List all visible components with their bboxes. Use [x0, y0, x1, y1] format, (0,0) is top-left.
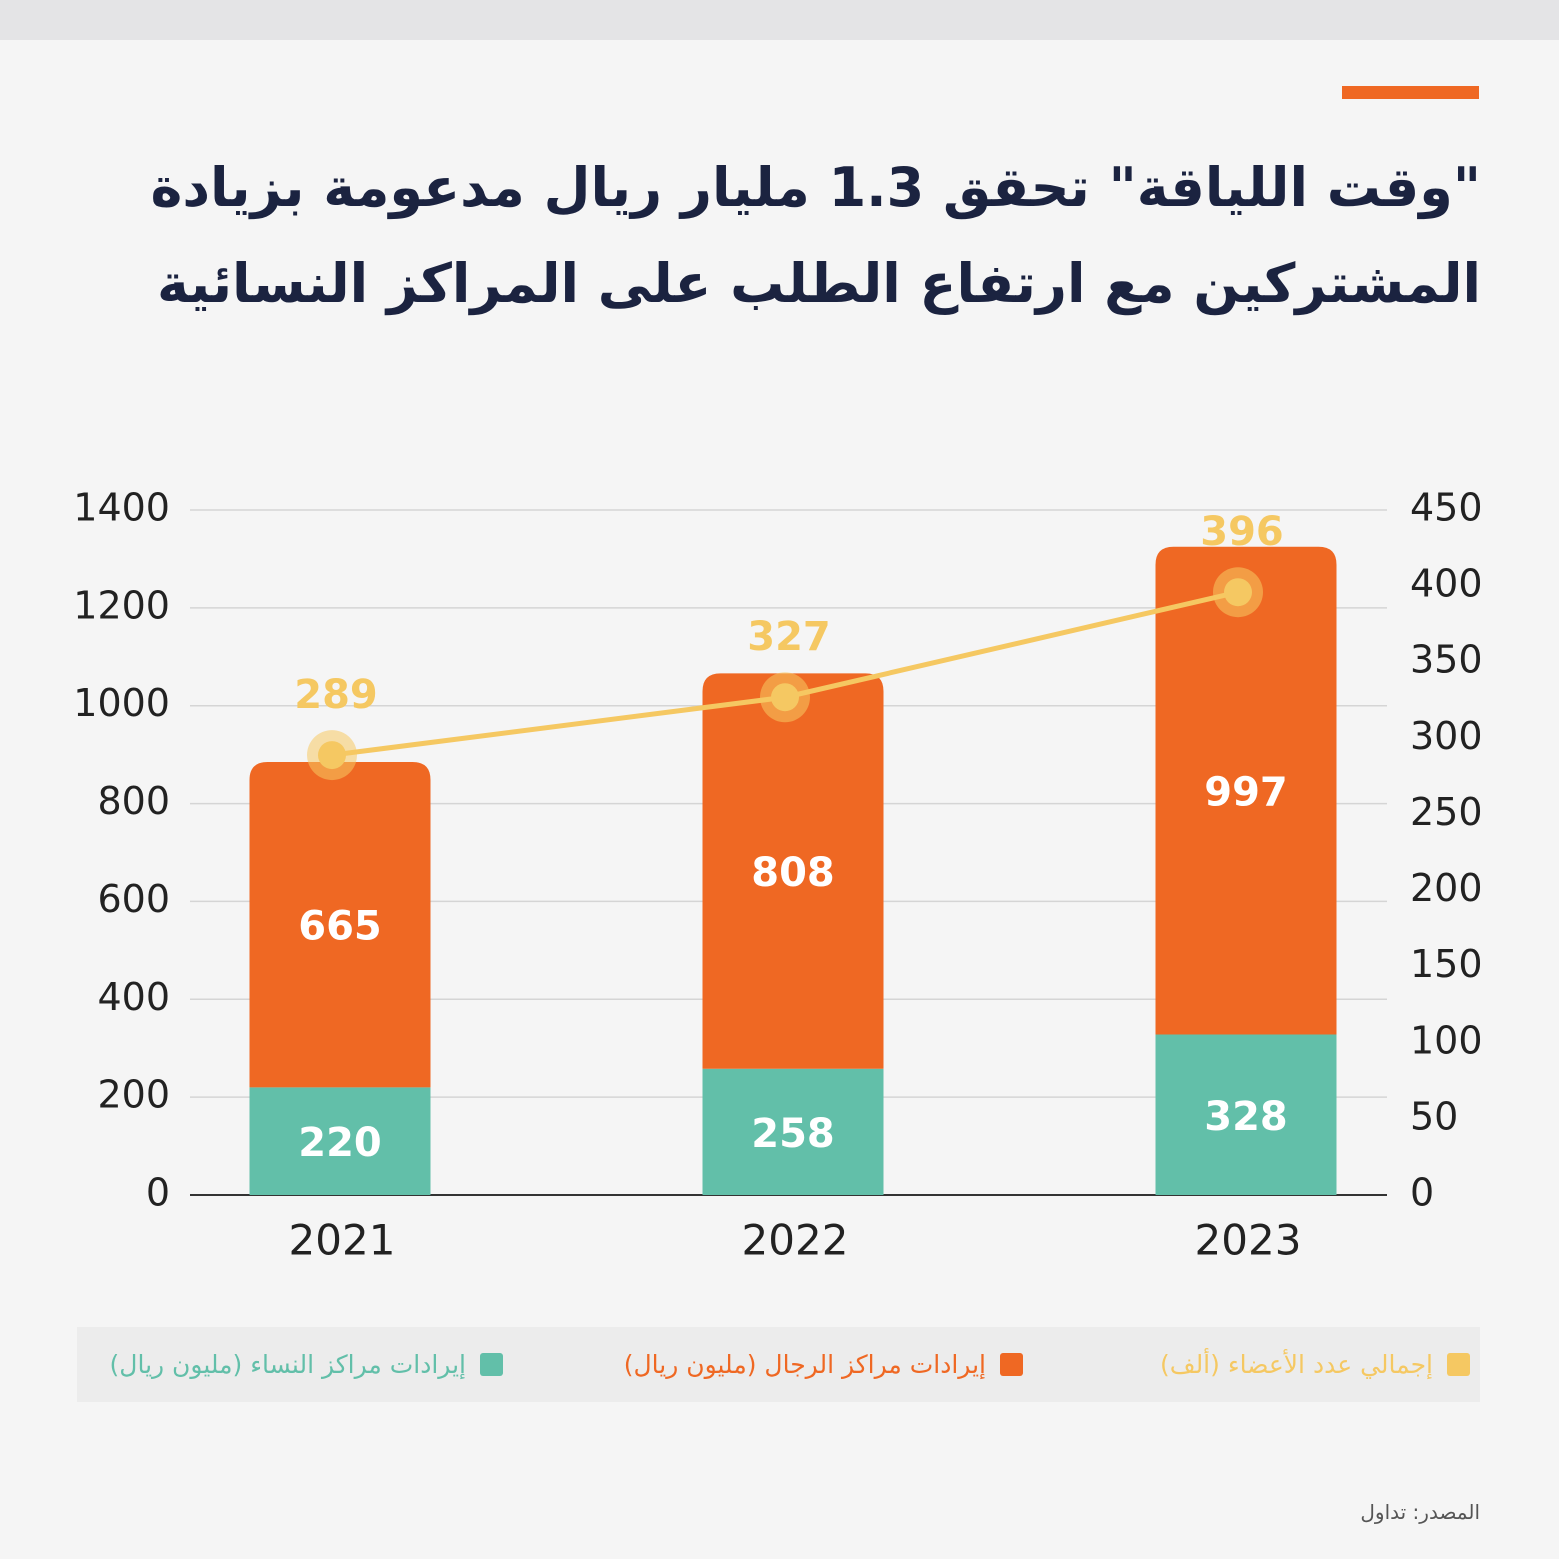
legend-item: إيرادات مراكز النساء (مليون ريال) [110, 1327, 503, 1402]
chart-title: "وقت اللياقة" تحقق 1.3 مليار ريال مدعومة… [150, 156, 1481, 315]
y2-tick-label: 450 [1410, 486, 1483, 530]
bar-segment [702, 673, 884, 1069]
bar-segment [249, 761, 431, 1088]
legend-swatch [1447, 1353, 1470, 1376]
y2-tick-label: 150 [1410, 942, 1483, 986]
accent-bar [1342, 86, 1479, 99]
legend: إيرادات مراكز النساء (مليون ريال) إيرادات… [77, 1327, 1480, 1402]
point [771, 683, 799, 712]
legend-item: إجمالي عدد الأعضاء (ألف) [1160, 1327, 1470, 1402]
source: المصدر: تداول [1360, 1500, 1480, 1524]
bar-value-label: 220 [298, 1120, 382, 1166]
legend-label: إجمالي عدد الأعضاء (ألف) [1159, 1350, 1433, 1379]
bar-value-label: 808 [751, 850, 835, 896]
y-tick-label: 800 [97, 779, 170, 823]
y2-tick-label: 300 [1410, 714, 1483, 758]
y2-tick-label: 100 [1410, 1018, 1483, 1062]
y2-tick-label: 400 [1410, 562, 1483, 606]
bar-value-label: 997 [1204, 770, 1288, 816]
bar-segment [702, 1068, 884, 1195]
y-tick-label: 1400 [73, 486, 170, 530]
x-tick-label: 2022 [742, 1216, 849, 1265]
y-tick-label: 400 [97, 975, 170, 1019]
y-tick-label: 0 [146, 1171, 170, 1215]
legend-label: إيرادات مراكز الرجال (مليون ريال) [623, 1350, 986, 1379]
legend-item: إيرادات مراكز الرجال (مليون ريال) [624, 1327, 1023, 1402]
line-value-label: 327 [747, 614, 831, 660]
y2-tick-label: 0 [1410, 1171, 1434, 1215]
bar-segment [249, 1087, 431, 1195]
bar-value-label: 665 [298, 904, 382, 950]
y-tick-label: 600 [97, 877, 170, 921]
legend-label: إيرادات مراكز النساء (مليون ريال) [109, 1350, 466, 1379]
top-band [0, 0, 1559, 40]
y2-tick-label: 200 [1410, 866, 1483, 910]
x-tick-label: 2021 [289, 1216, 396, 1265]
legend-swatch [480, 1353, 503, 1376]
y2-tick-label: 350 [1410, 638, 1483, 682]
y2-tick-label: 250 [1410, 790, 1483, 834]
bar-value-label: 328 [1204, 1094, 1288, 1140]
legend-swatch [1000, 1353, 1023, 1376]
y-tick-label: 1000 [73, 681, 170, 725]
point [1224, 578, 1252, 607]
line-value-label: 289 [294, 672, 378, 718]
point [318, 741, 346, 770]
line-value-label: 396 [1200, 509, 1284, 555]
y-tick-label: 200 [97, 1073, 170, 1117]
bar-segment [1155, 1034, 1337, 1195]
y-tick-label: 1200 [73, 583, 170, 627]
bar-segment [1155, 546, 1337, 1035]
x-tick-label: 2023 [1195, 1216, 1302, 1265]
bar-value-label: 258 [751, 1111, 835, 1157]
y2-tick-label: 50 [1410, 1094, 1458, 1138]
